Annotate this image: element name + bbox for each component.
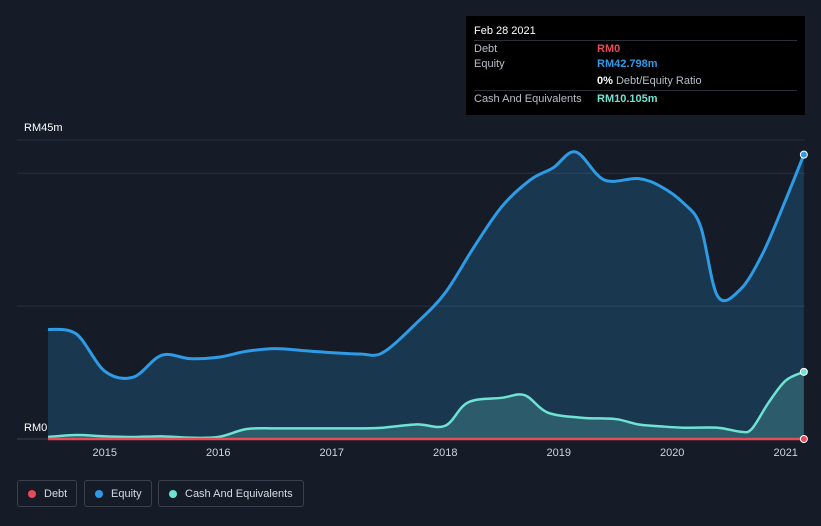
x-tick-label: 2017 <box>319 447 344 459</box>
tooltip-row-equity: Equity RM42.798m <box>474 56 797 72</box>
tooltip-ratio-value: 0% <box>597 75 613 87</box>
series-end-markers <box>799 150 808 443</box>
tooltip-row-cash: Cash And Equivalents RM10.105m <box>474 90 797 107</box>
cash-area <box>48 371 804 439</box>
y-axis-bottom-label: RM0 <box>24 422 48 434</box>
tooltip-row-debt: Debt RM0 <box>474 40 797 57</box>
equity-dot-icon <box>95 489 103 498</box>
tooltip-debt-value: RM0 <box>597 43 621 55</box>
debt-dot-icon <box>28 489 36 498</box>
equity-end-marker <box>799 150 808 159</box>
legend-debt-label: Debt <box>44 487 68 500</box>
cash-dot-icon <box>169 489 177 498</box>
equity-area <box>48 151 804 439</box>
tooltip-ratio: 0% Debt/Equity Ratio <box>597 75 702 87</box>
tooltip-equity-value: RM42.798m <box>597 58 658 70</box>
x-tick-label: 2019 <box>546 447 571 459</box>
tooltip-ratio-label: Debt/Equity Ratio <box>615 75 702 87</box>
equity-line <box>47 150 806 380</box>
cash-end-marker <box>799 367 808 376</box>
tooltip-cash-value: RM10.105m <box>597 93 658 105</box>
tooltip-panel: Feb 28 2021 Debt RM0 Equity RM42.798m 0%… <box>466 16 805 115</box>
series-lines <box>47 150 806 441</box>
tooltip-date: Feb 28 2021 <box>474 25 536 37</box>
tooltip-equity-label: Equity <box>474 58 505 70</box>
legend-item-cash[interactable]: Cash And Equivalents <box>158 480 304 507</box>
x-tick-label: 2020 <box>659 447 685 459</box>
cash-line <box>47 370 805 440</box>
x-tick-label: 2018 <box>432 447 458 459</box>
x-tick-label: 2015 <box>92 447 117 459</box>
x-tick-label: 2021 <box>773 447 798 459</box>
tooltip-cash-label: Cash And Equivalents <box>474 93 582 105</box>
legend-item-equity[interactable]: Equity <box>84 480 152 507</box>
y-axis-top-label: RM45m <box>24 122 63 134</box>
tooltip-debt-label: Debt <box>474 43 498 55</box>
legend-item-debt[interactable]: Debt <box>17 480 77 507</box>
series-areas <box>48 151 804 439</box>
legend-cash-label: Cash And Equivalents <box>185 487 293 500</box>
legend-equity-label: Equity <box>111 487 142 500</box>
debt-end-marker <box>799 435 808 443</box>
x-tick-label: 2016 <box>205 447 231 459</box>
